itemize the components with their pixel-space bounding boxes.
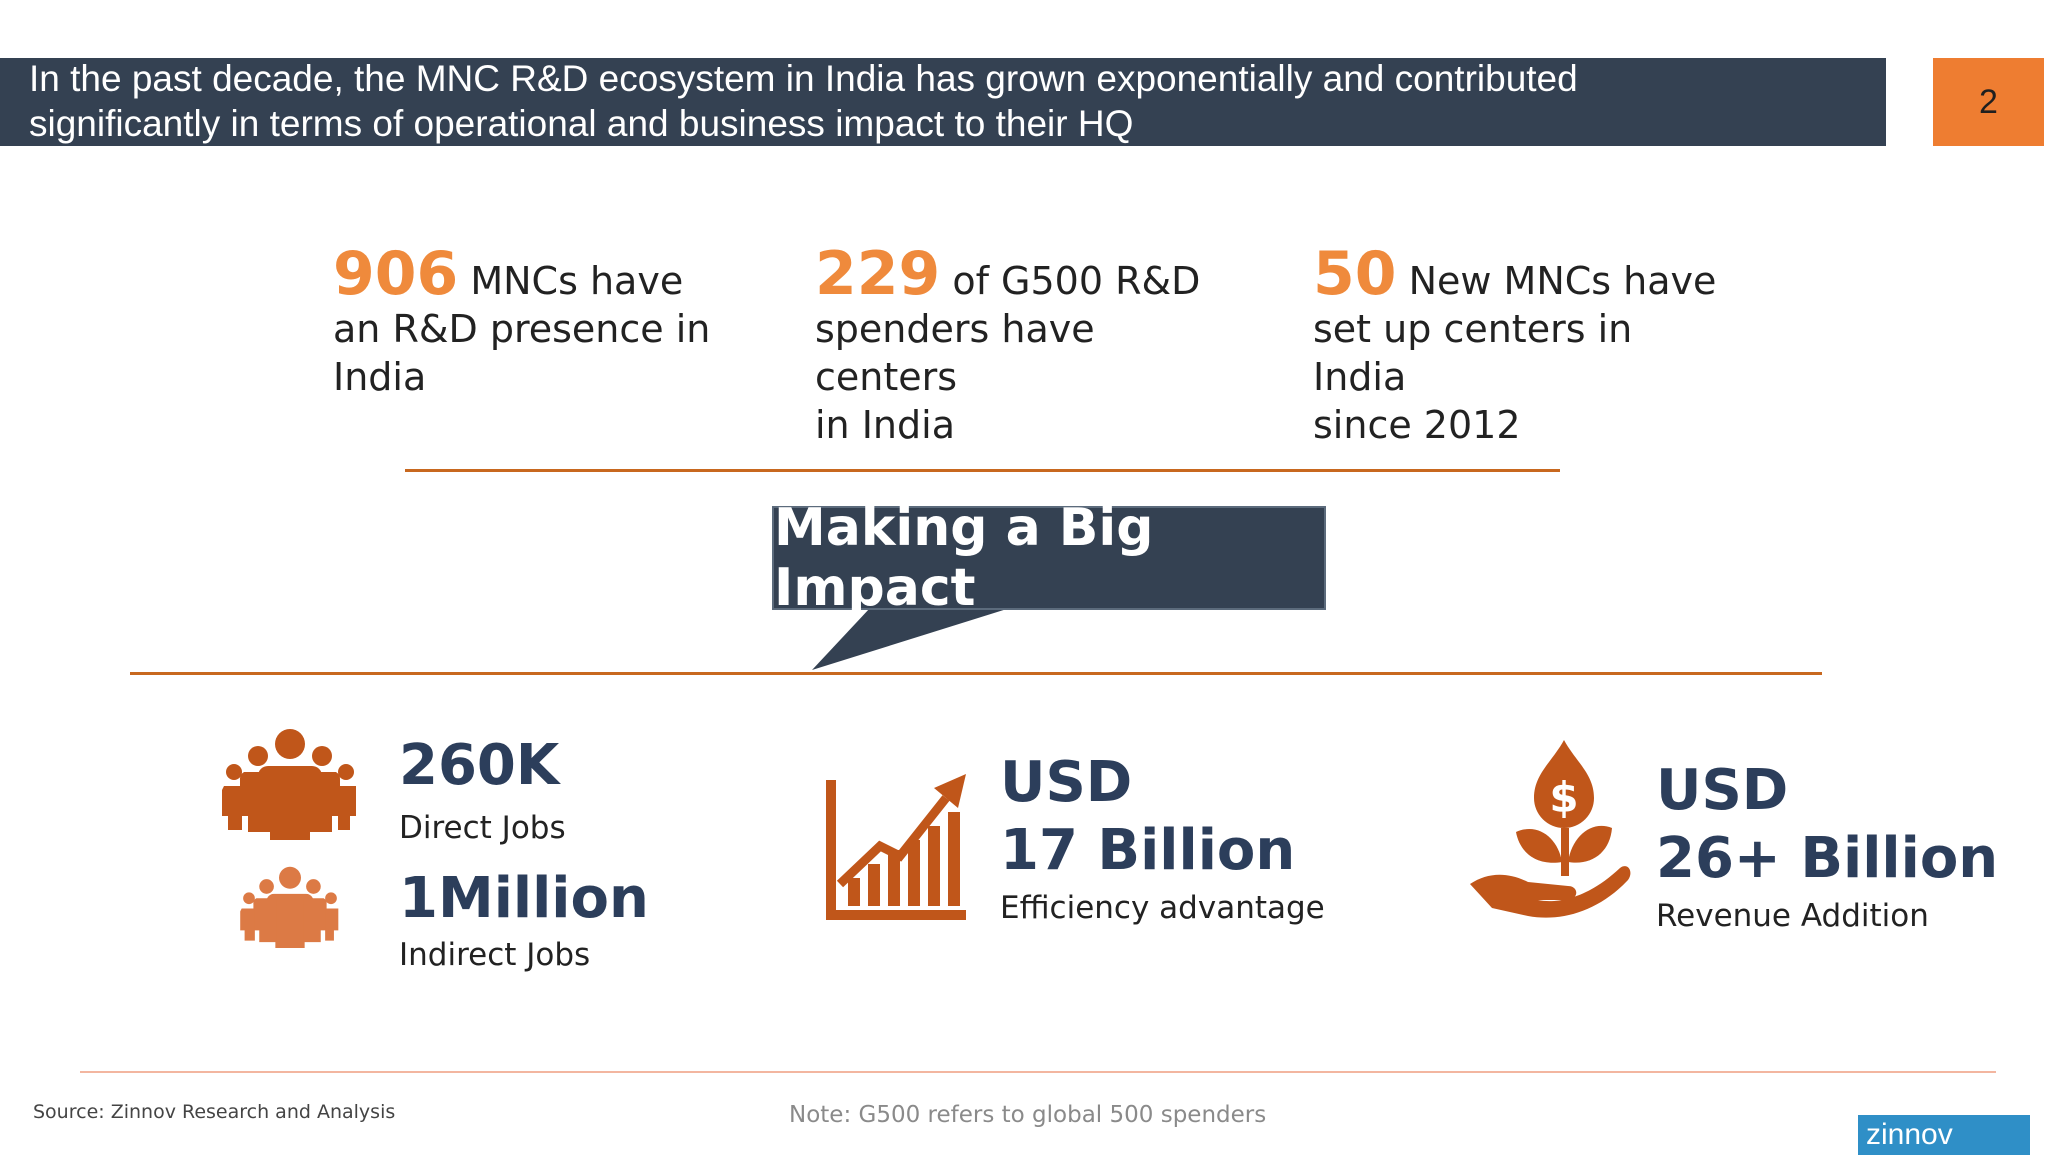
stat-number: 229 (815, 239, 941, 309)
money-plant-icon: $ (1470, 740, 1631, 918)
zinnov-logo: zinnov (1858, 1115, 2030, 1155)
stat-text: MNCs have (470, 259, 684, 303)
metric-efficiency-value: 17 Billion (1000, 818, 1296, 883)
metric-revenue-label: Revenue Addition (1656, 898, 1929, 934)
stat-text: India (333, 355, 427, 399)
stat-text: of G500 R&D (952, 259, 1201, 303)
metric-direct-label: Direct Jobs (399, 810, 566, 846)
page-title: In the past decade, the MNC R&D ecosyste… (29, 56, 1849, 146)
stat-g500: 229 of G500 R&D spenders have centers in… (815, 244, 1235, 449)
svg-text:$: $ (1549, 773, 1578, 822)
stat-mncs: 906 MNCs have an R&D presence in India (333, 244, 733, 401)
stat-number: 50 (1313, 239, 1397, 309)
stat-number: 906 (333, 239, 459, 309)
metric-revenue-value: 26+ Billion (1656, 826, 1999, 891)
metric-direct-value: 260K (399, 733, 560, 798)
stat-new-mncs: 50 New MNCs have set up centers in India… (1313, 244, 1733, 449)
metric-efficiency-label: Efficiency advantage (1000, 890, 1325, 926)
divider-middle (130, 672, 1822, 675)
footnote: Note: G500 refers to global 500 spenders (789, 1102, 1267, 1128)
source-note: Source: Zinnov Research and Analysis (33, 1101, 396, 1123)
stat-text: in India (815, 403, 955, 447)
stat-text: since 2012 (1313, 403, 1521, 447)
metric-efficiency-currency: USD (1000, 750, 1133, 815)
stat-text: New MNCs have (1408, 259, 1717, 303)
metric-revenue-currency: USD (1656, 758, 1789, 823)
header-bar (0, 58, 1886, 146)
title-line-1: In the past decade, the MNC R&D ecosyste… (29, 58, 1578, 99)
growth-chart-icon (826, 774, 966, 920)
metric-indirect-label: Indirect Jobs (399, 937, 591, 973)
stat-text: an R&D presence in (333, 307, 711, 351)
callout-pointer (812, 608, 1010, 670)
people-group-icon (222, 729, 356, 840)
footer-divider (80, 1071, 1996, 1073)
stat-text: set up centers in India (1313, 307, 1633, 399)
title-line-2: significantly in terms of operational an… (29, 103, 1134, 144)
metric-indirect-value: 1Million (399, 866, 649, 931)
callout-box: Making a Big Impact (772, 498, 1326, 618)
page-number: 2 (1933, 58, 2044, 146)
stat-text: spenders have centers (815, 307, 1095, 399)
divider-top (405, 469, 1560, 472)
people-group-icon-small (240, 866, 339, 948)
